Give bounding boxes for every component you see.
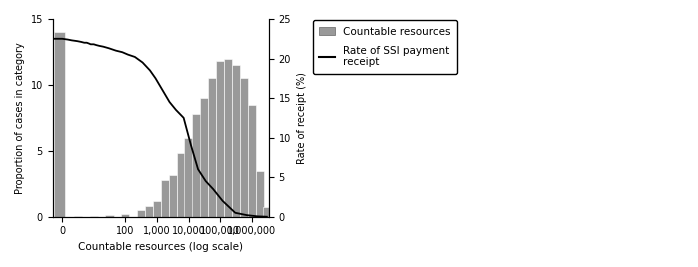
Bar — [145, 206, 153, 217]
Bar — [54, 32, 65, 217]
Bar — [177, 154, 185, 217]
Bar — [239, 78, 248, 217]
Bar — [248, 105, 256, 217]
Bar — [137, 210, 145, 217]
Bar — [208, 78, 216, 217]
X-axis label: Countable resources (log scale): Countable resources (log scale) — [78, 242, 244, 252]
Bar — [153, 201, 161, 217]
Bar — [200, 98, 209, 217]
Bar — [184, 138, 193, 217]
Bar — [121, 214, 129, 217]
Bar — [74, 216, 82, 217]
Bar — [263, 207, 272, 217]
Bar — [89, 216, 98, 217]
Bar — [105, 215, 114, 217]
Bar — [161, 180, 169, 217]
Bar — [224, 58, 232, 217]
Y-axis label: Rate of receipt (%): Rate of receipt (%) — [297, 72, 306, 164]
Bar — [169, 175, 177, 217]
Bar — [216, 61, 224, 217]
Bar — [232, 65, 240, 217]
Bar — [255, 171, 264, 217]
Legend: Countable resources, Rate of SSI payment
receipt: Countable resources, Rate of SSI payment… — [313, 20, 457, 74]
Y-axis label: Proportion of cases in category: Proportion of cases in category — [15, 42, 25, 194]
Bar — [193, 114, 200, 217]
